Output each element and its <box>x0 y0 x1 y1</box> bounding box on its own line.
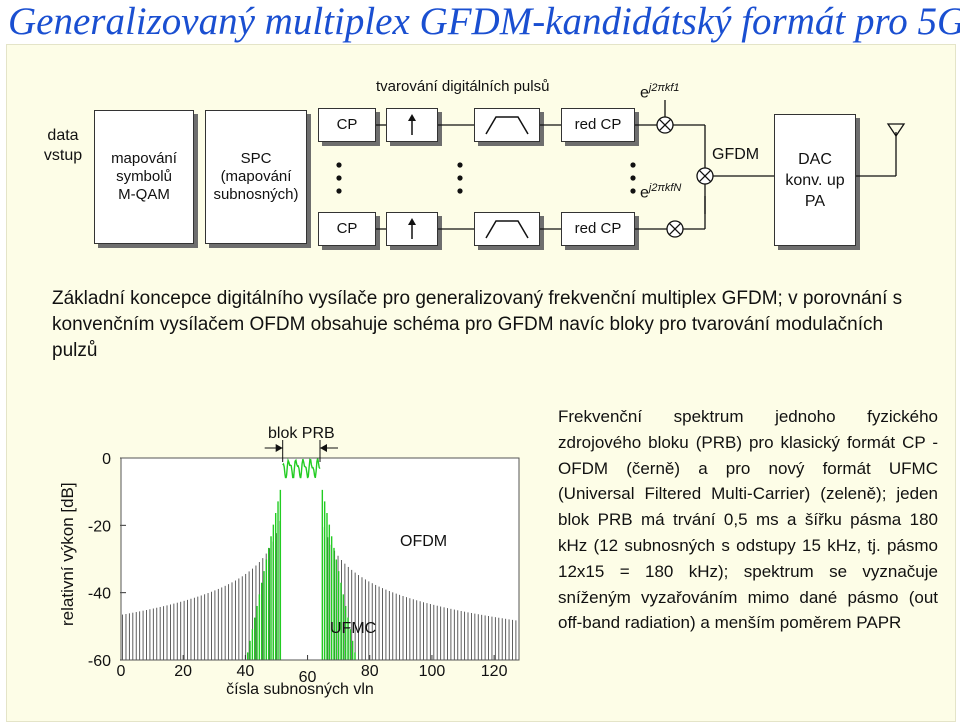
dac-upconv-pa-block: DAC konv. up PA <box>774 114 856 246</box>
y-tick-label: -60 <box>88 653 111 670</box>
upsample-block-bottom <box>386 212 438 246</box>
x-tick-label: 40 <box>236 663 254 680</box>
ofdm-sidelobes <box>122 520 517 660</box>
upsample-arrow-icon <box>408 114 416 135</box>
diagram-connections <box>336 100 906 238</box>
data-input-label: data vstup <box>43 127 83 164</box>
summation-icon <box>696 167 714 185</box>
red-cp-block-top: red CP <box>561 108 635 142</box>
x-tick-label: 120 <box>481 663 508 680</box>
x-tick-label: 60 <box>299 669 317 686</box>
ellipsis-dots-icon <box>336 162 636 194</box>
upsample-arrow-icon <box>408 218 416 239</box>
filter-block-bottom <box>474 212 540 246</box>
spectrum-chart: relativní výkon [dB] 0-20-40-60020406080… <box>88 425 520 698</box>
ufmc-annotation: UFMC <box>330 620 376 637</box>
gfdm-signal-label: GFDM <box>712 146 760 163</box>
prb-annotation: blok PRB <box>268 425 335 442</box>
diagram-caption: Základní koncepce digitálního vysílače p… <box>52 288 903 361</box>
prb-arrow-left-head <box>275 444 283 452</box>
pulse-shaping-label: tvarování digitálních pulsů <box>376 78 550 95</box>
y-tick-label: -40 <box>88 586 111 603</box>
mixer-top-icon <box>656 116 674 134</box>
y-tick-label: 0 <box>102 451 111 468</box>
page-title: Generalizovaný multiplex GFDM-kandidátsk… <box>8 0 960 43</box>
spc-block: SPC (mapování subnosných) <box>205 110 307 244</box>
carrier-bottom-label: ej2πkfN <box>640 182 682 202</box>
x-tick-label: 100 <box>419 663 446 680</box>
x-tick-label: 20 <box>174 663 192 680</box>
x-tick-label: 0 <box>117 663 126 680</box>
spectrum-description: Frekvenční spektrum jednoho fyzického zd… <box>558 407 938 633</box>
y-tick-label: -20 <box>88 518 111 535</box>
red-cp-block-bottom: red CP <box>561 212 635 246</box>
x-axis-label: čísla subnosných vln <box>226 681 374 698</box>
cp-block-top: CP <box>318 108 376 142</box>
upsample-block-top <box>386 108 438 142</box>
ufmc-inband-ripple <box>282 457 321 481</box>
prb-passband <box>284 478 319 660</box>
bandpass-filter-icon <box>485 220 529 239</box>
ofdm-annotation: OFDM <box>400 533 447 550</box>
mixer-bottom-icon <box>666 220 684 238</box>
filter-block-top <box>474 108 540 142</box>
carrier-top-label: ej2πkf1 <box>640 82 680 102</box>
prb-arrow-right-head <box>320 444 327 452</box>
ufmc-spectrum <box>247 457 356 660</box>
y-axis-label-text: relativní výkon [dB] <box>58 482 77 626</box>
qam-mapping-block: mapování symbolů M-QAM <box>94 110 194 244</box>
cp-block-bottom: CP <box>318 212 376 246</box>
x-tick-label: 80 <box>361 663 379 680</box>
bandpass-filter-icon <box>485 116 529 135</box>
antenna-icon <box>886 123 906 138</box>
